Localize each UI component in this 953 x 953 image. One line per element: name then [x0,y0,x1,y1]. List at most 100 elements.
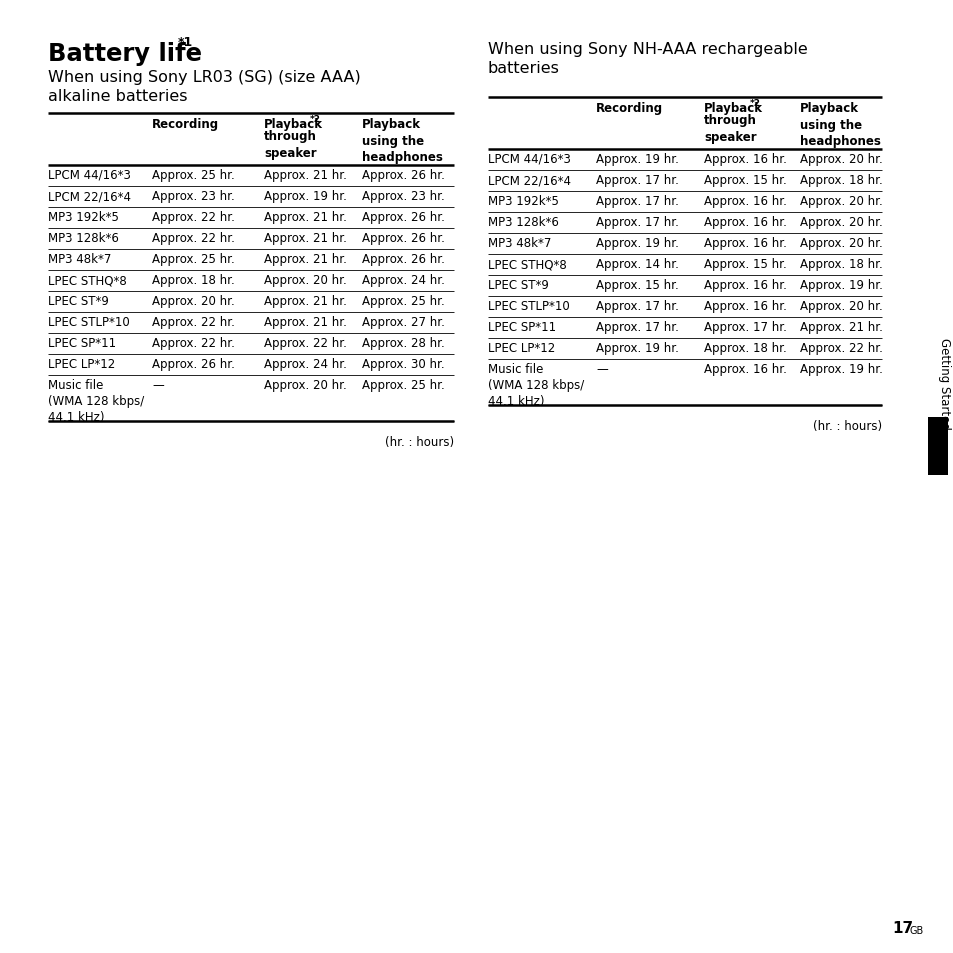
Text: Music file
(WMA 128 kbps/
44.1 kHz): Music file (WMA 128 kbps/ 44.1 kHz) [48,378,144,423]
Text: Approx. 21 hr.: Approx. 21 hr. [264,211,347,224]
Text: When using Sony LR03 (SG) (size AAA)
alkaline batteries: When using Sony LR03 (SG) (size AAA) alk… [48,70,360,104]
Text: MP3 48k*7: MP3 48k*7 [48,253,112,266]
Text: Approx. 20 hr.: Approx. 20 hr. [800,215,882,229]
Text: Approx. 19 hr.: Approx. 19 hr. [800,278,882,292]
Text: 17: 17 [891,920,912,935]
Text: MP3 128k*6: MP3 128k*6 [488,215,558,229]
Text: LPEC ST*9: LPEC ST*9 [488,278,548,292]
Text: Approx. 17 hr.: Approx. 17 hr. [596,320,679,334]
Text: *2: *2 [310,115,320,124]
Text: LPCM 44/16*3: LPCM 44/16*3 [488,152,570,166]
Text: Approx. 16 hr.: Approx. 16 hr. [703,236,786,250]
Text: LPEC ST*9: LPEC ST*9 [48,294,109,308]
Text: LPCM 22/16*4: LPCM 22/16*4 [488,173,571,187]
Text: MP3 192k*5: MP3 192k*5 [48,211,119,224]
Text: (hr. : hours): (hr. : hours) [384,436,454,449]
Text: Approx. 15 hr.: Approx. 15 hr. [703,173,786,187]
Text: —: — [596,363,607,375]
Text: LPEC SP*11: LPEC SP*11 [48,336,116,350]
Text: Approx. 24 hr.: Approx. 24 hr. [361,274,444,287]
Text: Approx. 20 hr.: Approx. 20 hr. [800,236,882,250]
Text: Approx. 20 hr.: Approx. 20 hr. [264,378,346,392]
Text: Approx. 17 hr.: Approx. 17 hr. [596,299,679,313]
Text: Approx. 20 hr.: Approx. 20 hr. [264,274,346,287]
Text: Approx. 26 hr.: Approx. 26 hr. [361,232,444,245]
Text: Approx. 25 hr.: Approx. 25 hr. [152,169,234,182]
Text: Approx. 26 hr.: Approx. 26 hr. [152,357,234,371]
Text: Approx. 21 hr.: Approx. 21 hr. [264,232,347,245]
Text: Approx. 30 hr.: Approx. 30 hr. [361,357,444,371]
Text: LPEC SP*11: LPEC SP*11 [488,320,556,334]
Text: Approx. 21 hr.: Approx. 21 hr. [800,320,882,334]
Text: Approx. 18 hr.: Approx. 18 hr. [703,341,786,355]
Text: Approx. 14 hr.: Approx. 14 hr. [596,257,679,271]
Text: Music file
(WMA 128 kbps/
44.1 kHz): Music file (WMA 128 kbps/ 44.1 kHz) [488,363,583,408]
Text: Approx. 26 hr.: Approx. 26 hr. [361,211,444,224]
Text: Approx. 20 hr.: Approx. 20 hr. [800,299,882,313]
Text: Approx. 28 hr.: Approx. 28 hr. [361,336,444,350]
Text: through
speaker: through speaker [264,130,316,159]
Text: Approx. 16 hr.: Approx. 16 hr. [703,299,786,313]
Text: Approx. 26 hr.: Approx. 26 hr. [361,253,444,266]
Text: Approx. 21 hr.: Approx. 21 hr. [264,315,347,329]
Text: Approx. 26 hr.: Approx. 26 hr. [361,169,444,182]
Text: Approx. 21 hr.: Approx. 21 hr. [264,294,347,308]
Text: Approx. 23 hr.: Approx. 23 hr. [361,190,444,203]
Text: LPEC STHQ*8: LPEC STHQ*8 [48,274,127,287]
Text: Playback
using the
headphones: Playback using the headphones [800,102,880,148]
Text: Approx. 20 hr.: Approx. 20 hr. [152,294,234,308]
Text: Recording: Recording [596,102,662,115]
Text: Approx. 22 hr.: Approx. 22 hr. [800,341,882,355]
Text: Approx. 16 hr.: Approx. 16 hr. [703,152,786,166]
Text: Approx. 17 hr.: Approx. 17 hr. [703,320,786,334]
Text: Approx. 19 hr.: Approx. 19 hr. [264,190,347,203]
Text: (hr. : hours): (hr. : hours) [812,419,882,433]
Text: Approx. 27 hr.: Approx. 27 hr. [361,315,444,329]
Text: Getting Started: Getting Started [938,337,950,430]
Text: Approx. 17 hr.: Approx. 17 hr. [596,215,679,229]
Text: Approx. 22 hr.: Approx. 22 hr. [152,211,234,224]
Text: Approx. 19 hr.: Approx. 19 hr. [800,363,882,375]
Text: —: — [152,378,164,392]
Text: Approx. 23 hr.: Approx. 23 hr. [152,190,234,203]
Text: Approx. 22 hr.: Approx. 22 hr. [152,315,234,329]
Text: Approx. 20 hr.: Approx. 20 hr. [800,152,882,166]
Bar [927,417,947,476]
Text: Recording: Recording [152,118,219,131]
Text: LPEC STLP*10: LPEC STLP*10 [48,315,130,329]
Text: Battery life: Battery life [48,42,202,66]
Text: MP3 128k*6: MP3 128k*6 [48,232,119,245]
Text: GB: GB [909,925,923,935]
Text: Approx. 24 hr.: Approx. 24 hr. [264,357,347,371]
Text: Approx. 16 hr.: Approx. 16 hr. [703,194,786,208]
Text: Approx. 19 hr.: Approx. 19 hr. [596,341,679,355]
Text: LPCM 44/16*3: LPCM 44/16*3 [48,169,131,182]
Text: LPCM 22/16*4: LPCM 22/16*4 [48,190,131,203]
Text: Approx. 19 hr.: Approx. 19 hr. [596,236,679,250]
Text: Approx. 16 hr.: Approx. 16 hr. [703,278,786,292]
Text: *1: *1 [178,36,193,49]
Text: Approx. 17 hr.: Approx. 17 hr. [596,173,679,187]
Text: Approx. 16 hr.: Approx. 16 hr. [703,215,786,229]
Text: LPEC LP*12: LPEC LP*12 [488,341,555,355]
Text: Approx. 22 hr.: Approx. 22 hr. [152,336,234,350]
Text: LPEC STLP*10: LPEC STLP*10 [488,299,569,313]
Text: When using Sony NH-AAA rechargeable
batteries: When using Sony NH-AAA rechargeable batt… [488,42,807,76]
Text: Approx. 18 hr.: Approx. 18 hr. [800,257,882,271]
Text: MP3 192k*5: MP3 192k*5 [488,194,558,208]
Text: Approx. 21 hr.: Approx. 21 hr. [264,253,347,266]
Text: Approx. 15 hr.: Approx. 15 hr. [596,278,678,292]
Text: LPEC LP*12: LPEC LP*12 [48,357,115,371]
Text: *2: *2 [749,99,760,108]
Text: Approx. 22 hr.: Approx. 22 hr. [264,336,347,350]
Text: Playback: Playback [703,102,762,115]
Text: Approx. 25 hr.: Approx. 25 hr. [361,294,444,308]
Text: Approx. 15 hr.: Approx. 15 hr. [703,257,786,271]
Text: Approx. 25 hr.: Approx. 25 hr. [361,378,444,392]
Text: Approx. 19 hr.: Approx. 19 hr. [596,152,679,166]
Text: Playback
using the
headphones: Playback using the headphones [361,118,442,164]
Text: Approx. 20 hr.: Approx. 20 hr. [800,194,882,208]
Text: Approx. 21 hr.: Approx. 21 hr. [264,169,347,182]
Text: through
speaker: through speaker [703,113,756,143]
Text: Approx. 18 hr.: Approx. 18 hr. [800,173,882,187]
